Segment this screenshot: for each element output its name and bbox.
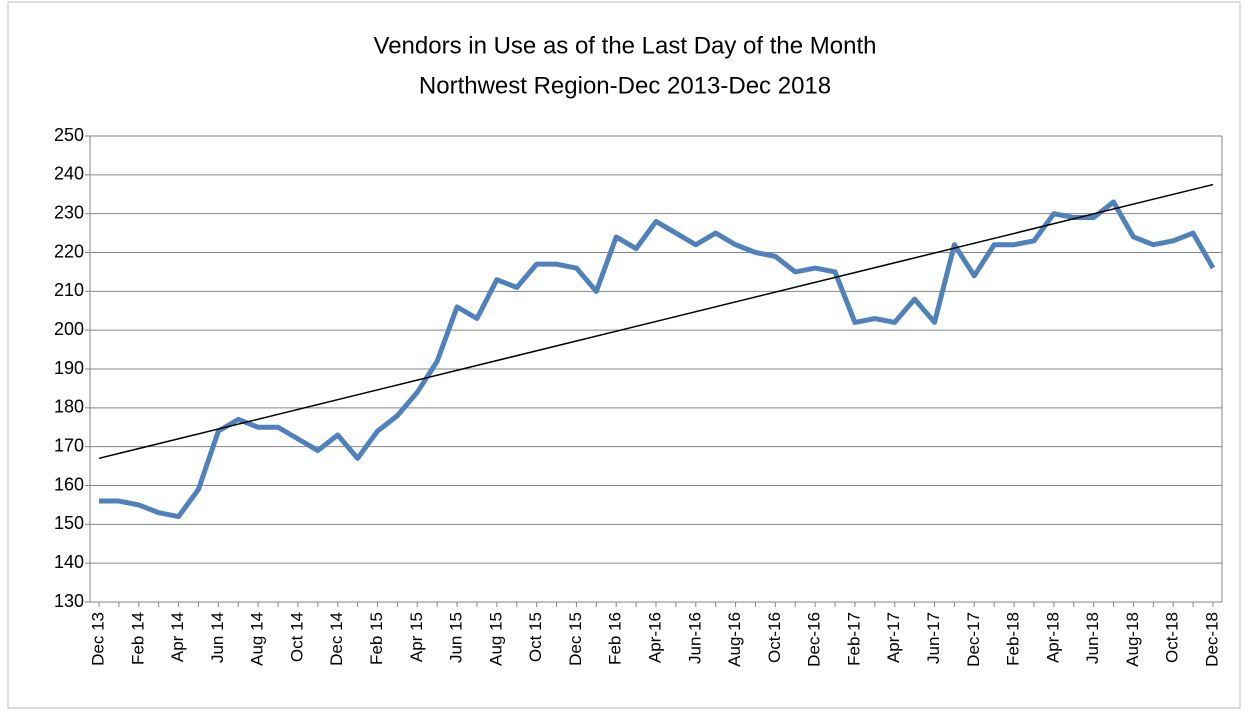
x-tick-label: Dec-16 — [805, 612, 824, 667]
chart-subtitle: Northwest Region-Dec 2013-Dec 2018 — [419, 72, 831, 99]
y-tick-label: 220 — [54, 241, 84, 261]
x-tick-label: Aug-16 — [725, 612, 744, 667]
x-tick-label: Dec-17 — [964, 612, 983, 667]
x-tick-label: Oct 15 — [526, 612, 545, 662]
x-tick-label: Apr-18 — [1043, 612, 1062, 663]
x-tick-label: Apr-17 — [884, 612, 903, 663]
x-tick-label: Jun 15 — [447, 612, 466, 663]
y-tick-label: 150 — [54, 513, 84, 533]
y-tick-label: 200 — [54, 319, 84, 339]
y-tick-label: 180 — [54, 397, 84, 417]
x-tick-label: Feb 16 — [606, 612, 625, 665]
x-tick-label: Aug-18 — [1123, 612, 1142, 667]
y-tick-label: 140 — [54, 552, 84, 572]
x-tick-label: Dec 13 — [88, 612, 107, 666]
x-tick-label: Apr 15 — [407, 612, 426, 662]
x-tick-label: Aug 14 — [248, 612, 267, 666]
y-tick-label: 190 — [54, 358, 84, 378]
x-tick-label: Oct 14 — [287, 612, 306, 662]
y-tick-label: 210 — [54, 280, 84, 300]
y-tick-label: 230 — [54, 202, 84, 222]
x-tick-label: Jun-18 — [1083, 612, 1102, 664]
x-tick-label: Oct-16 — [765, 612, 784, 663]
chart-title: Vendors in Use as of the Last Day of the… — [374, 32, 877, 59]
trend-line — [98, 183, 1214, 460]
x-tick-label: Apr-16 — [645, 612, 664, 663]
y-tick-label: 130 — [54, 591, 84, 611]
y-tick-label: 250 — [54, 125, 84, 145]
x-tick-label: Dec 14 — [327, 612, 346, 666]
x-tick-label: Aug 15 — [486, 612, 505, 666]
x-tick-label: Dec-18 — [1202, 612, 1221, 667]
x-tick-label: Dec 15 — [566, 612, 585, 666]
x-tick-label: Jun-16 — [685, 612, 704, 664]
y-tick-label: 160 — [54, 474, 84, 494]
x-tick-label: Jun-17 — [924, 612, 943, 664]
data-line — [99, 199, 1216, 520]
chart-border — [7, 1, 1241, 709]
x-tick-label: Feb 14 — [128, 612, 147, 665]
x-tick-label: Oct-18 — [1163, 612, 1182, 663]
x-tick-label: Feb-18 — [1004, 612, 1023, 666]
x-tick-label: Apr 14 — [168, 612, 187, 662]
y-tick-label: 240 — [54, 164, 84, 184]
x-tick-label: Feb-17 — [844, 612, 863, 666]
x-tick-label: Jun 14 — [208, 612, 227, 663]
x-tick-label: Feb 15 — [367, 612, 386, 665]
y-tick-label: 170 — [54, 435, 84, 455]
